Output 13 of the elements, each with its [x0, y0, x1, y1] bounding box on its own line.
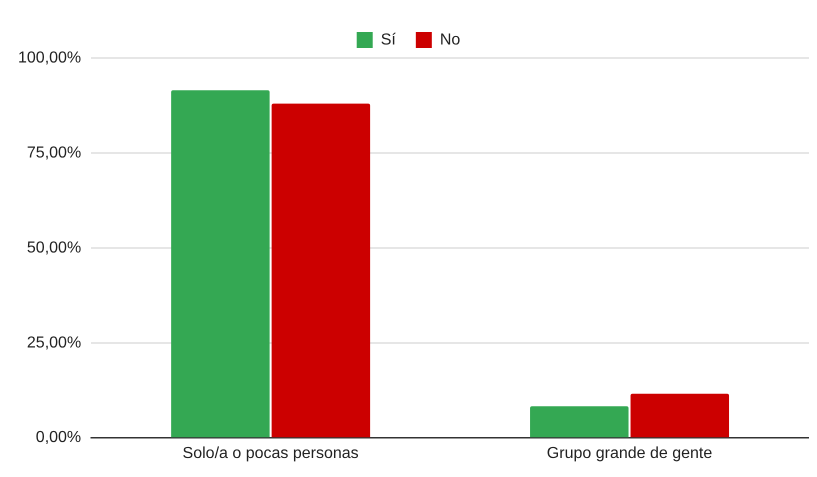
bar — [630, 394, 730, 438]
y-tick-label: 50,00% — [26, 239, 82, 256]
y-tick-label: 25,00% — [26, 334, 82, 352]
bar — [272, 104, 370, 438]
legend-label: No — [440, 31, 460, 48]
y-tick-label: 0,00% — [36, 429, 82, 446]
y-tick-label: 100,00% — [18, 49, 82, 66]
y-tick-label: 75,00% — [26, 144, 82, 162]
x-tick-label: Grupo grande de gente — [546, 444, 712, 462]
bar — [171, 90, 270, 438]
x-tick-label: Solo/a o pocas personas — [182, 444, 359, 462]
bar — [530, 406, 629, 438]
legend-label: Sí — [380, 31, 396, 48]
